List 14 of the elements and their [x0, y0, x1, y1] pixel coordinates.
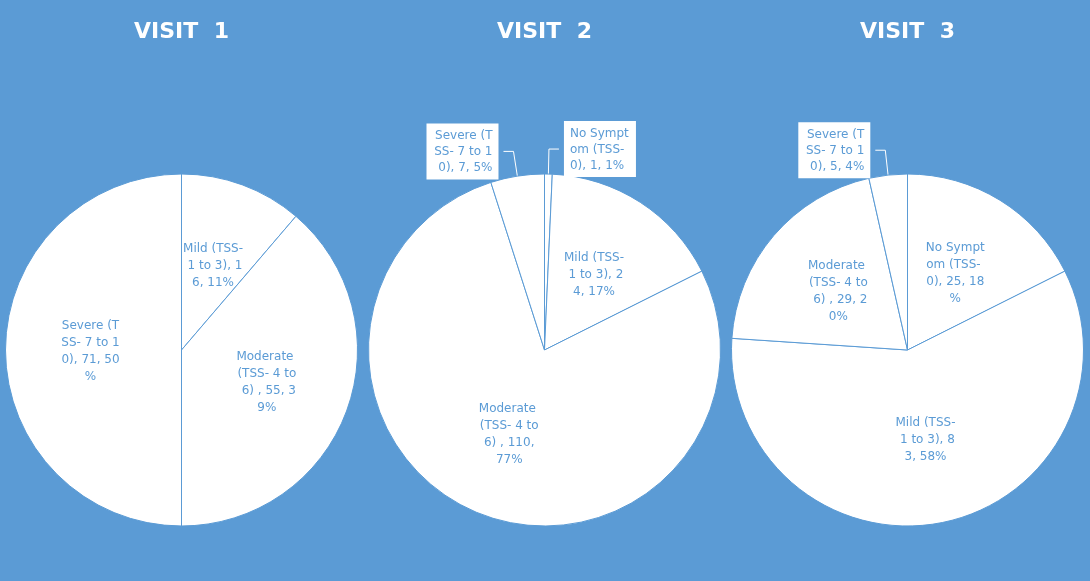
slice-label: Severe (TSS- 7 to 10), 71, 50%	[61, 317, 120, 383]
slice-label: No Symptom (TSS- 0), 25, 18%	[925, 240, 986, 306]
slice-label: Mild (TSS- 1 to 3), 83, 58%	[895, 415, 956, 464]
slice-label: Moderate (TSS- 4 to 6) , 55, 39%	[236, 349, 298, 415]
slice-label: No Symptom (TSS- 0), 1, 1%	[569, 126, 630, 173]
slice-label: Mild (TSS- 1 to 3), 16, 11%	[183, 240, 244, 289]
slice-label: Moderate (TSS- 4 to 6) , 110, 77%	[478, 401, 540, 467]
slice-label: Severe (TSS- 7 to 10), 5, 4%	[805, 127, 865, 174]
slice-label: Severe (TSS- 7 to 10), 7, 5%	[434, 128, 494, 175]
chart-title: VISIT 2	[497, 17, 592, 43]
slice-label: Moderate (TSS- 4 to 6) , 29, 20%	[807, 258, 869, 324]
chart-title: VISIT 1	[134, 17, 229, 43]
slice-label: Mild (TSS- 1 to 3), 24, 17%	[563, 249, 625, 298]
chart-title: VISIT 3	[860, 17, 955, 43]
